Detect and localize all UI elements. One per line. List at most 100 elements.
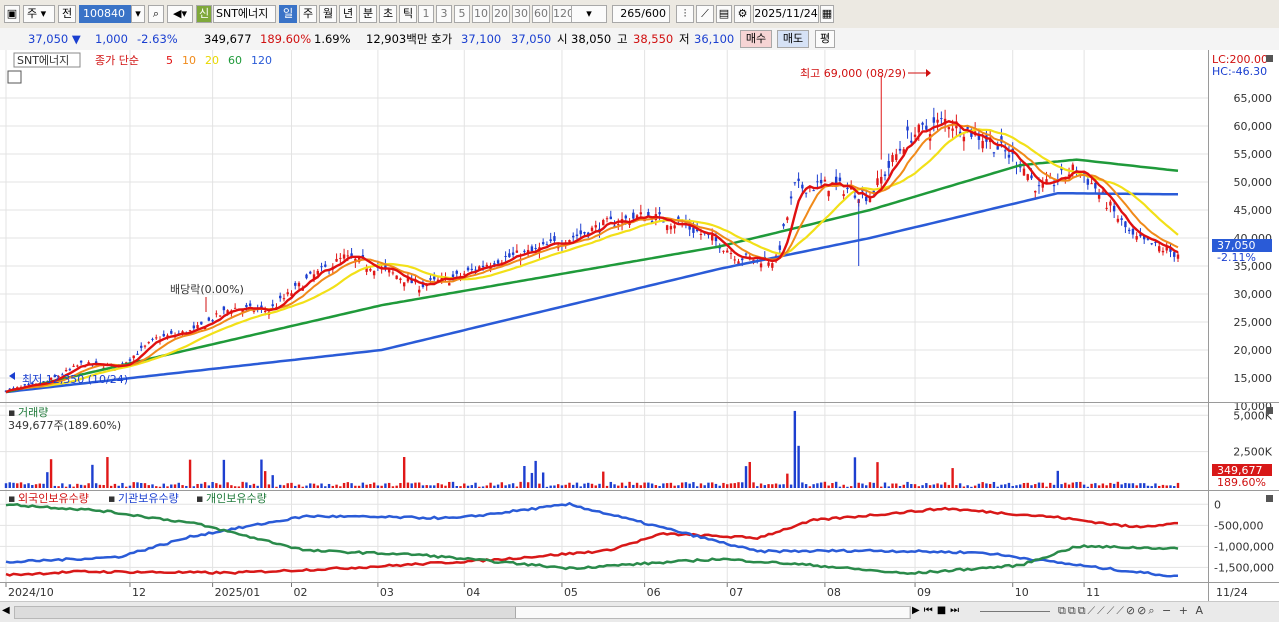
candle-body <box>1037 185 1041 187</box>
volume-bar <box>853 457 857 488</box>
volume-bar <box>1064 482 1067 488</box>
zoom-slider[interactable] <box>980 611 1050 612</box>
volume-bar <box>662 483 665 488</box>
period-tab-0[interactable]: 일 <box>279 5 297 23</box>
scroll-left-icon[interactable]: ◀ <box>2 605 10 616</box>
candle-body <box>523 250 526 252</box>
period-tab-3[interactable]: 년 <box>339 5 357 23</box>
volume-bar <box>579 486 582 488</box>
candle-body <box>812 190 815 192</box>
volume-bar <box>151 484 154 488</box>
candle-body <box>917 124 921 133</box>
volume-bar <box>1026 482 1029 488</box>
date-input[interactable]: 2025/11/24 <box>753 5 819 23</box>
volume-bar <box>1082 484 1086 488</box>
tick-button-120[interactable]: 120 <box>552 5 574 23</box>
close-holders-panel-icon[interactable] <box>1266 495 1273 502</box>
volume-bar <box>955 485 958 488</box>
volume-bar <box>188 459 192 488</box>
tick-button-20[interactable]: 20 <box>492 5 510 23</box>
volume-bar <box>786 473 789 488</box>
volume-bar <box>271 475 274 488</box>
candle-body <box>793 182 797 184</box>
last-price: 37,050 <box>1217 239 1256 252</box>
table-icon[interactable] <box>7 70 22 84</box>
candle-body <box>94 361 98 364</box>
tick-button-5[interactable]: 5 <box>454 5 470 23</box>
drawing-tools[interactable]: ⧉⧉⧉⟋⟋⟋⟋⊘⊘⌕ − + A <box>1058 604 1205 617</box>
candle-body <box>279 295 282 299</box>
candle-body <box>418 289 421 293</box>
candle-body <box>1116 218 1120 222</box>
volume-bar <box>594 485 597 488</box>
volume-bar <box>1150 486 1153 488</box>
period-tab-1[interactable]: 주 <box>299 5 317 23</box>
candle-body <box>568 240 571 243</box>
playback-controls[interactable]: ▶⏮■⏭ <box>912 605 964 616</box>
period-tab-4[interactable]: 분 <box>359 5 377 23</box>
search-icon[interactable]: ⌕ <box>148 5 164 23</box>
sell-button[interactable]: 매도 <box>777 30 809 48</box>
code-dropdown-icon[interactable]: ▾ <box>131 5 145 23</box>
tick-button-30[interactable]: 30 <box>512 5 530 23</box>
volume-bar <box>673 485 676 488</box>
candle-body <box>545 244 549 246</box>
tick-dropdown-icon[interactable]: ▾ <box>571 5 607 23</box>
volume-bar <box>752 482 755 488</box>
tick-button-60[interactable]: 60 <box>532 5 550 23</box>
candle-body <box>1101 191 1105 193</box>
line-tool-icon[interactable]: ⟋ <box>696 5 714 23</box>
candle-body <box>699 234 703 236</box>
count-input[interactable]: 265/600 <box>612 5 670 23</box>
volume-bar <box>64 486 68 488</box>
scrollbar-thumb[interactable] <box>515 607 909 618</box>
candle-body <box>200 321 203 325</box>
candle-body <box>316 270 319 275</box>
volume-bar <box>977 483 981 488</box>
candle-body <box>737 261 740 266</box>
volume-bar <box>643 482 646 488</box>
avg-button[interactable]: 평 <box>815 30 835 48</box>
volume-bar <box>1161 484 1165 488</box>
svg-text:▪: ▪ <box>196 492 203 505</box>
candle-body <box>1158 246 1161 252</box>
volume-bar <box>316 485 319 488</box>
volume-bar <box>789 484 793 488</box>
gear-icon[interactable]: ⚙ <box>734 5 751 23</box>
candle-body <box>609 216 612 220</box>
market-select[interactable]: 주 ▾ <box>23 5 55 23</box>
stock-chart[interactable]: 65,00060,00055,00050,00045,00040,00035,0… <box>0 50 1279 601</box>
volume-bar <box>707 482 710 488</box>
volume-bar <box>932 484 936 488</box>
close-price-panel-icon[interactable] <box>1266 55 1273 62</box>
ma-legend-5: 5 <box>166 54 173 67</box>
close-volume-panel-icon[interactable] <box>1266 407 1273 414</box>
candle-body <box>241 309 244 313</box>
period-tab-6[interactable]: 틱 <box>399 5 417 23</box>
save-icon[interactable]: ▤ <box>716 5 732 23</box>
buy-button[interactable]: 매수 <box>740 30 772 48</box>
volume-bar <box>1000 484 1003 488</box>
code-input[interactable]: 100840 <box>79 5 131 23</box>
volume-bar <box>121 482 124 488</box>
volume-bar <box>425 485 428 488</box>
candle-body <box>68 369 72 371</box>
volume-bar <box>617 485 620 488</box>
legend-box <box>13 52 81 68</box>
holders-line-2 <box>5 503 1179 575</box>
period-tab-2[interactable]: 월 <box>319 5 337 23</box>
candle-body <box>211 320 214 322</box>
candle-icon[interactable]: ⫶ <box>676 5 694 23</box>
scrollbar-track[interactable] <box>14 606 911 619</box>
speaker-icon[interactable]: ◀▾ <box>167 5 193 23</box>
period-tab-5[interactable]: 초 <box>379 5 397 23</box>
tick-button-10[interactable]: 10 <box>472 5 490 23</box>
calendar-icon[interactable]: ▦ <box>820 5 834 23</box>
prev-button[interactable]: 전 <box>58 5 76 23</box>
tick-button-3[interactable]: 3 <box>436 5 452 23</box>
x-tick-label: 04 <box>466 586 480 599</box>
tick-button-1[interactable]: 1 <box>418 5 434 23</box>
candle-body <box>853 195 857 198</box>
menu-icon[interactable]: ▣ <box>4 5 20 23</box>
volume-bar <box>970 486 973 488</box>
